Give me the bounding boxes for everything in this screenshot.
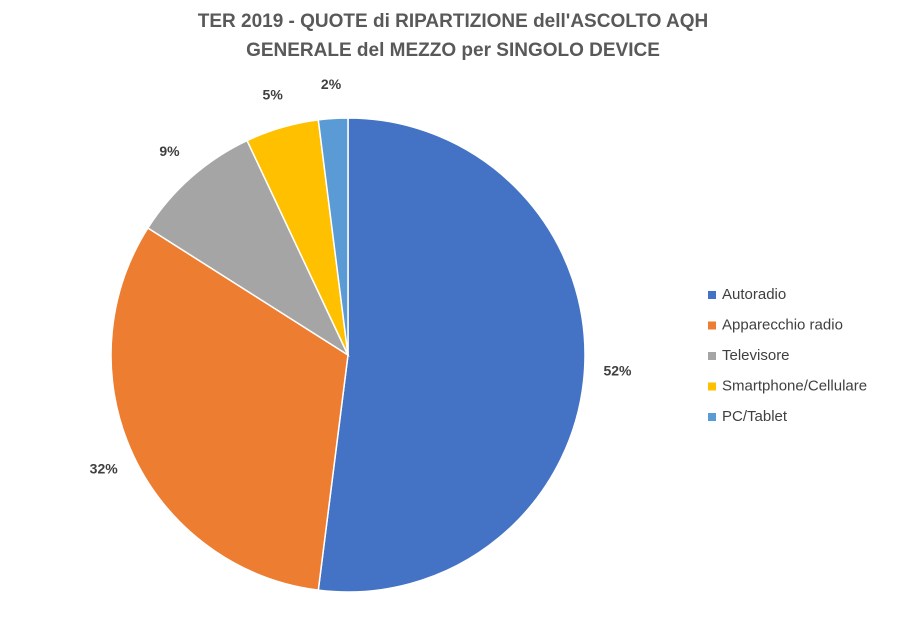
legend-label: Autoradio xyxy=(722,286,786,303)
legend-label: Apparecchio radio xyxy=(722,316,843,333)
pie-slice xyxy=(110,226,349,591)
pie-slice xyxy=(317,117,586,593)
data-label: 32% xyxy=(90,461,119,477)
pie-slice xyxy=(146,139,350,358)
legend-swatch xyxy=(708,352,716,360)
data-label: 5% xyxy=(263,86,284,102)
data-label: 2% xyxy=(321,76,342,92)
data-label: 52% xyxy=(603,363,632,379)
legend-swatch xyxy=(708,291,716,299)
legend-swatch xyxy=(708,321,716,330)
chart-title: TER 2019 - QUOTE di RIPARTIZIONE dell'AS… xyxy=(198,11,709,32)
pie-slice xyxy=(317,117,349,356)
legend-label: PC/Tablet xyxy=(722,408,788,425)
legend-swatch xyxy=(708,413,716,421)
chart-title: GENERALE del MEZZO per SINGOLO DEVICE xyxy=(246,40,660,61)
data-label: 9% xyxy=(159,143,180,159)
legend-label: Televisore xyxy=(722,347,790,364)
legend-swatch xyxy=(708,382,716,391)
legend-label: Smartphone/Cellulare xyxy=(722,377,867,394)
